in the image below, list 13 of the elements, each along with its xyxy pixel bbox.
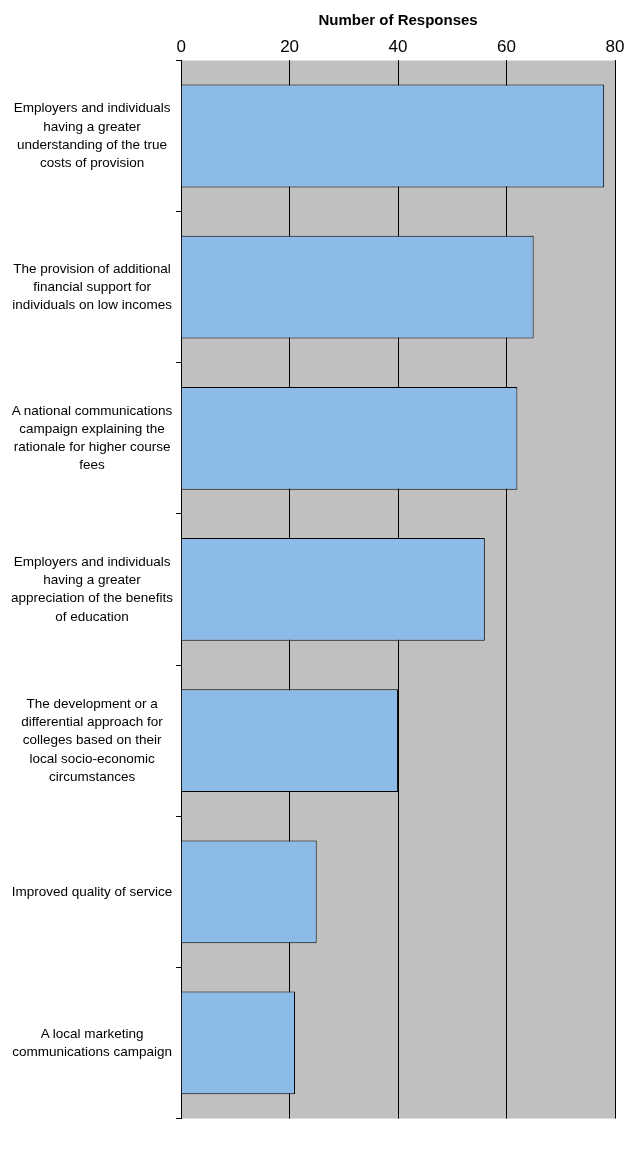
y-tick-label: A local marketing communications campaign [12, 1025, 172, 1059]
y-tick-label: The development or a differential approach for colleges based on their local socio-economic circumstances [21, 695, 164, 784]
y-tick-label: Improved quality of service [11, 883, 173, 899]
x-tick-label: 40 [388, 36, 408, 56]
x-axis-title: Number of Responses [318, 11, 478, 29]
x-tick-label: 0 [176, 36, 186, 56]
y-tick-label: A national communications campaign explaining the rationale for higher course fees [11, 402, 173, 473]
x-tick-label: 80 [605, 36, 625, 56]
y-tick-label: Employers and individuals having a greater appreciation of the benefits of education [10, 553, 174, 624]
y-tick-label: The provision of additional financial support for individuals on low incomes [12, 260, 173, 313]
y-tick-label: Employers and individuals having a greater understanding of the true costs of provision [13, 100, 171, 171]
x-tick-label: 60 [497, 36, 516, 56]
x-tick-label: 20 [280, 36, 300, 56]
